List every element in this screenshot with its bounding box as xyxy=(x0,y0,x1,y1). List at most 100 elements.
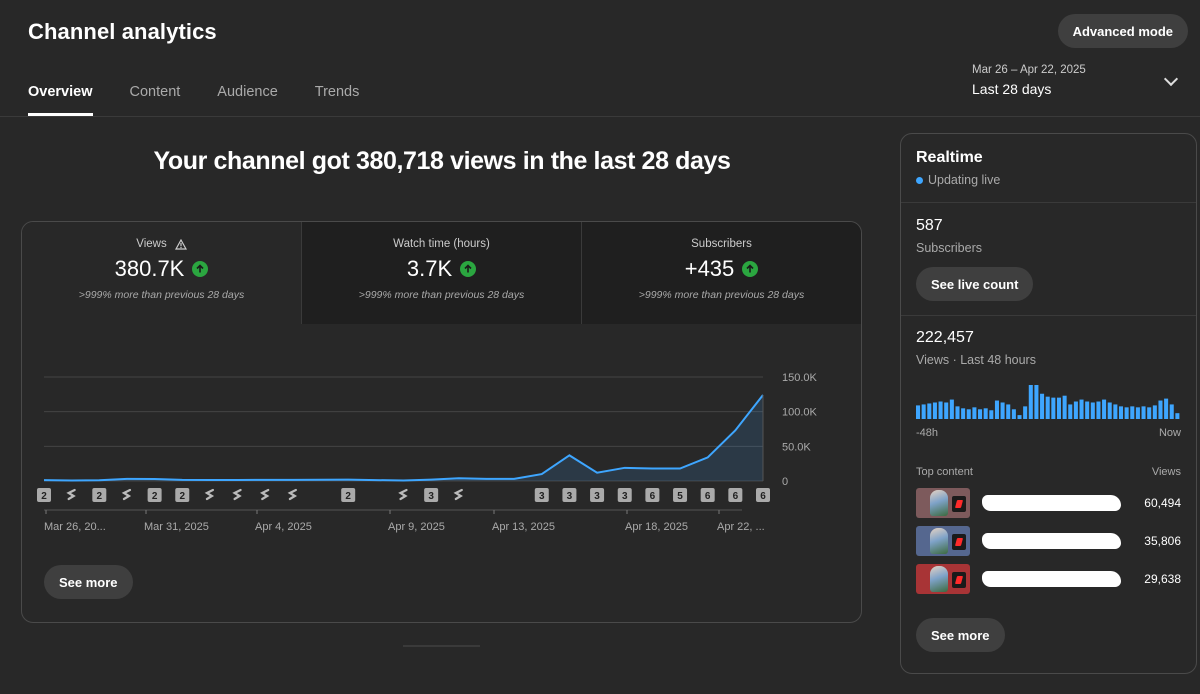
metric-value: 380.7K xyxy=(22,256,301,282)
overview-chart-card: Views 380.7K >999% more than previous 28… xyxy=(21,221,862,623)
sparkline-bar xyxy=(1040,393,1045,419)
series-area xyxy=(44,395,763,481)
sparkline-bar xyxy=(961,408,966,419)
see-live-count-button[interactable]: See live count xyxy=(916,267,1034,301)
video-count-marker xyxy=(534,488,549,502)
sparkline-bar xyxy=(1017,415,1022,419)
sparkline-bar xyxy=(1102,399,1107,419)
live-dot-icon xyxy=(916,176,923,184)
sparkline-bar xyxy=(1085,401,1090,419)
sparkline-bar xyxy=(1130,406,1135,419)
arrow-up-icon xyxy=(460,261,477,277)
views-headline: Your channel got 380,718 views in the la… xyxy=(153,147,731,175)
tab-content[interactable]: Content xyxy=(129,84,181,100)
sparkline-bar xyxy=(932,402,937,419)
advanced-mode-button[interactable]: Advanced mode xyxy=(1057,14,1188,48)
metric-value: 3.7K xyxy=(302,256,581,282)
live-status-text: Updating live xyxy=(928,173,1001,187)
metric-subscribers[interactable]: Subscribers +435 >999% more than previou… xyxy=(581,222,861,324)
tab-overview[interactable]: Overview xyxy=(28,84,93,116)
sparkline-bar xyxy=(983,408,988,419)
y-tick-label: 50.0K xyxy=(782,441,811,453)
sparkline-bar xyxy=(1152,405,1157,419)
sparkline-bar xyxy=(1113,404,1118,419)
sparkline-bar xyxy=(927,403,932,419)
views-column-label: Views xyxy=(1151,466,1181,478)
metric-value-text: 3.7K xyxy=(406,256,453,281)
video-count-label: 6 xyxy=(650,491,656,502)
axis-start-label: -48h xyxy=(916,427,939,439)
arrow-up-icon xyxy=(742,261,759,277)
video-count-marker xyxy=(728,488,743,502)
shorts-glyph xyxy=(453,488,463,501)
video-count-marker xyxy=(175,488,190,502)
metric-label: Watch time (hours) xyxy=(393,238,490,250)
shorts-marker-icon xyxy=(287,488,298,501)
sparkline-bar xyxy=(972,407,977,419)
metric-label-text: Views xyxy=(136,238,167,250)
shorts-marker-icon xyxy=(453,488,463,501)
x-tick-label: Apr 18, 2025 xyxy=(625,521,688,533)
x-tick-label: Apr 22, ... xyxy=(717,521,765,533)
date-range-selector[interactable]: Mar 26 – Apr 22, 2025 Last 28 days xyxy=(972,64,1184,104)
date-range-dates: Mar 26 – Apr 22, 2025 xyxy=(972,64,1086,76)
video-count-marker xyxy=(645,488,660,502)
sparkline-bar xyxy=(938,401,943,419)
top-content-views: 60,494 xyxy=(1144,496,1181,510)
video-count-label: 5 xyxy=(677,491,683,502)
sparkline-bar xyxy=(1141,406,1146,419)
thumbnail-figure xyxy=(930,566,948,592)
date-range-period: Last 28 days xyxy=(972,81,1052,97)
tab-trends[interactable]: Trends xyxy=(314,84,360,100)
y-tick-label: 150.0K xyxy=(782,372,818,384)
top-content-item[interactable]: 29,638 xyxy=(916,564,1181,594)
tab-audience[interactable]: Audience xyxy=(217,84,278,100)
sparkline-bar xyxy=(989,410,994,419)
sparkline-bar xyxy=(1056,397,1061,419)
see-more-top-content-button[interactable]: See more xyxy=(916,618,1005,652)
sparkline-bar xyxy=(1164,398,1169,419)
divider xyxy=(901,315,1196,316)
realtime-card: Realtime Updating live 587 Subscribers S… xyxy=(900,133,1197,674)
x-tick-label: Mar 26, 20... xyxy=(44,521,106,533)
sparkline-bar xyxy=(1045,396,1050,419)
video-count-label: 3 xyxy=(539,491,545,502)
sparkline-bar xyxy=(966,409,971,419)
realtime-views-count: 222,457 xyxy=(916,329,974,346)
metric-watch-time[interactable]: Watch time (hours) 3.7K >999% more than … xyxy=(301,222,581,324)
sparkline-bar xyxy=(1000,402,1005,419)
video-thumbnail xyxy=(916,564,970,594)
video-count-label: 6 xyxy=(705,491,711,502)
redacted-title xyxy=(982,533,1121,549)
video-count-marker xyxy=(617,488,632,502)
video-count-marker xyxy=(700,488,715,502)
top-content-item[interactable]: 60,494 xyxy=(916,488,1181,518)
realtime-title: Realtime xyxy=(916,149,983,166)
sparkline-bar xyxy=(1068,404,1073,419)
video-count-marker xyxy=(424,488,439,502)
see-more-button[interactable]: See more xyxy=(44,565,133,599)
carousel-indicator xyxy=(403,645,480,647)
sparkline-bar xyxy=(1023,406,1028,419)
video-count-label: 3 xyxy=(567,491,573,502)
top-content-label: Top content xyxy=(916,466,973,478)
top-content-header: Top content Views xyxy=(916,466,1181,478)
sparkline-bar xyxy=(1118,406,1124,419)
sparkline-axis: -48h Now xyxy=(916,427,1181,439)
tab-divider xyxy=(0,116,1200,117)
shorts-marker-icon xyxy=(232,488,242,501)
top-content-item[interactable]: 35,806 xyxy=(916,526,1181,556)
video-count-label: 3 xyxy=(622,491,628,502)
shorts-glyph xyxy=(204,488,215,501)
x-tick-label: Apr 13, 2025 xyxy=(492,521,555,533)
sparkline-bar xyxy=(1028,385,1033,419)
video-count-label: 6 xyxy=(760,491,766,502)
sparkline-bar xyxy=(1062,395,1067,419)
sparkline-bar xyxy=(1096,401,1101,419)
views-chart: 0 50.0K 100.0K 150.0K 2 2 2 2 2 3 3 3 3 3 6 5 6 6 6 Mar 26,… xyxy=(37,372,818,533)
subscriber-count: 587 xyxy=(916,217,943,234)
video-count-marker xyxy=(590,488,605,502)
shorts-icon xyxy=(952,496,966,512)
realtime-views-label: Views · Last 48 hours xyxy=(916,353,1036,367)
metric-views[interactable]: Views 380.7K >999% more than previous 28… xyxy=(22,222,301,324)
